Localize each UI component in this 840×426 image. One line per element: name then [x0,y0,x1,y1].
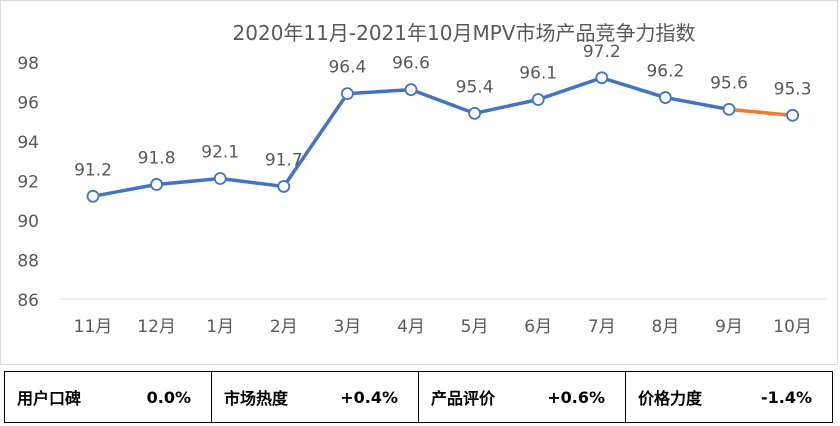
data-point [786,108,799,122]
summary-label: 用户口碑 [17,389,82,408]
chart-title: 2020年11月-2021年10月MPV市场产品竞争力指数 [233,21,696,45]
data-label: 97.2 [583,42,621,62]
x-tick-label: 8月 [651,317,679,337]
y-axis: 86 88 90 92 94 96 98 [17,54,39,311]
x-tick-label: 4月 [397,317,425,337]
y-tick-label: 86 [17,291,39,311]
chart-frame: 2020年11月-2021年10月MPV市场产品竞争力指数 86 88 90 92 94… [0,0,838,365]
series-line [92,76,795,199]
data-point [404,83,418,97]
summary-label: 市场热度 [224,389,289,408]
line-chart: 2020年11月-2021年10月MPV市场产品竞争力指数 86 88 90 92 94… [17,21,827,337]
summary-product-rating: 产品评价 +0.6% [419,372,626,422]
x-tick-label: 9月 [715,317,743,337]
x-tick-label: 7月 [588,317,616,337]
data-label: 96.2 [646,62,684,82]
drop-lines [92,77,794,297]
summary-label: 价格力度 [638,389,703,408]
y-tick-label: 92 [17,173,39,193]
data-point [531,93,545,106]
data-label: 96.4 [328,58,366,78]
summary-price-strength: 价格力度 -1.4% [626,372,832,422]
summary-bar: 用户口碑 0.0% 市场热度 +0.4% 产品评价 +0.6% 价格力度 -1.… [4,371,833,423]
y-tick-label: 96 [17,94,39,114]
markers [86,71,799,203]
y-tick-label: 94 [17,133,39,153]
data-label: 92.1 [201,143,239,163]
y-tick-label: 90 [17,212,39,232]
x-tick-label: 11月 [74,317,113,337]
data-label: 96.1 [519,64,557,84]
x-tick-label: 10月 [773,317,812,337]
summary-label: 产品评价 [431,389,496,408]
series-line-last-segment [727,107,795,118]
data-point [150,178,164,191]
summary-value: 0.0% [146,387,191,407]
x-tick-label: 3月 [333,317,361,337]
data-point [86,189,100,203]
x-tick-label: 5月 [461,317,489,337]
y-tick-label: 98 [17,54,39,74]
summary-value: -1.4% [760,387,812,407]
data-label: 95.6 [710,73,748,93]
x-tick-label: 2月 [270,317,298,337]
data-label: 91.7 [265,150,303,170]
data-point [277,180,291,193]
summary-user-reputation: 用户口碑 0.0% [5,372,212,422]
y-tick-label: 88 [17,252,39,272]
data-point [659,91,672,104]
data-point [340,87,354,100]
data-point [468,106,482,120]
data-labels: 91.2 91.8 92.1 91.7 96.4 96.6 95.4 96.1 97.2 96.2… [74,42,811,181]
data-point [722,103,736,116]
data-label: 95.4 [456,77,494,97]
x-tick-label: 12月 [137,317,176,337]
data-label: 91.2 [74,160,112,180]
data-point [213,172,227,185]
x-tick-label: 6月 [524,317,552,337]
summary-market-heat: 市场热度 +0.4% [212,372,419,422]
summary-value: +0.4% [340,387,398,407]
x-tick-label: 1月 [206,317,234,337]
summary-value: +0.6% [547,387,605,407]
data-label: 91.8 [138,148,176,168]
data-point [595,71,609,85]
data-label: 95.3 [774,79,812,99]
data-label: 96.6 [392,54,430,74]
x-axis: 11月 12月 1月 2月 3月 4月 5月 6月 7月 8月 9月 10月 [59,298,827,337]
